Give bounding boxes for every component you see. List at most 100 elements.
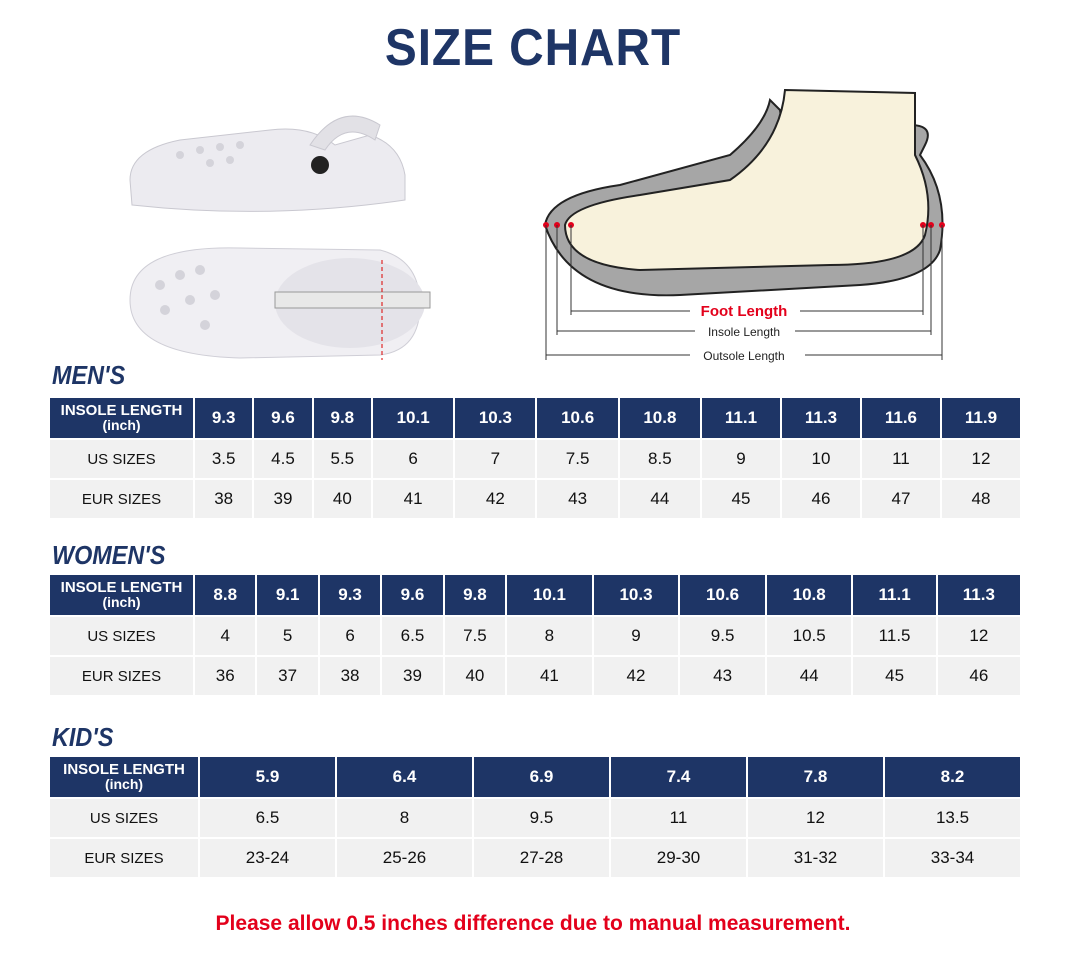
- insole-cell: 7.4: [611, 757, 746, 797]
- measurement-note: Please allow 0.5 inches difference due t…: [215, 912, 851, 935]
- eur-cell: 42: [593, 657, 679, 695]
- insole-cell: 9.6: [254, 398, 312, 438]
- eur-cell: 44: [619, 480, 700, 518]
- insole-cell: 10.3: [455, 398, 536, 438]
- insole-label: INSOLE LENGTH: [63, 761, 185, 778]
- eur-row-label: EUR SIZES: [50, 657, 193, 695]
- insole-row: INSOLE LENGTH (inch) 8.8 9.1 9.3 9.6 9.8 10.1 10…: [50, 575, 1020, 615]
- unit-label: (inch): [102, 594, 141, 610]
- insole-row: INSOLE LENGTH (inch) 5.9 6.4 6.9 7.4 7.8 8.2: [50, 757, 1020, 797]
- us-cell: 5.5: [313, 440, 371, 478]
- eur-cell: 37: [257, 657, 318, 695]
- eur-cell: 23-24: [200, 839, 335, 877]
- us-row: US SIZES 4 5 6 6.5 7.5 8 9 9.5 10.5 11.5 12: [50, 617, 1020, 655]
- insole-cell: 8.8: [195, 575, 256, 615]
- us-cell: 4.5: [254, 440, 312, 478]
- insole-cell: 10.6: [537, 398, 618, 438]
- insole-cell: 9.3: [319, 575, 381, 615]
- us-cell: 12: [748, 799, 883, 837]
- eur-row: EUR SIZES 23-24 25-26 27-28 29-30 31-32 33-34: [50, 839, 1020, 877]
- us-cell: 7.5: [537, 440, 618, 478]
- insole-cell: 7.8: [748, 757, 883, 797]
- womens-section-title: WOMEN'S: [52, 540, 166, 570]
- insole-cell: 9.8: [313, 398, 371, 438]
- us-cell: 12: [941, 440, 1020, 478]
- eur-cell: 46: [937, 657, 1020, 695]
- us-cell: 6.5: [382, 617, 443, 655]
- eur-cell: 40: [313, 480, 371, 518]
- eur-cell: 43: [680, 657, 765, 695]
- insole-cell: 6.9: [474, 757, 609, 797]
- eur-cell: 29-30: [611, 839, 746, 877]
- kids-section-title: KID'S: [52, 722, 114, 752]
- insole-row-label: INSOLE LENGTH (inch): [50, 398, 193, 438]
- us-cell: 13.5: [885, 799, 1020, 837]
- foot-length-label: Foot Length: [701, 303, 788, 320]
- insole-cell: 11.3: [781, 398, 860, 438]
- clog-side-image: [129, 115, 406, 212]
- insole-cell: 9.6: [382, 575, 443, 615]
- insole-cell: 11.9: [941, 398, 1020, 438]
- us-cell: 7: [455, 440, 536, 478]
- us-cell: 4: [195, 617, 256, 655]
- us-cell: 8.5: [619, 440, 700, 478]
- eur-cell: 46: [781, 480, 860, 518]
- us-cell: 8: [337, 799, 472, 837]
- clog-top-measuring-image: [129, 247, 431, 360]
- insole-label: INSOLE LENGTH: [60, 579, 183, 596]
- eur-cell: 33-34: [885, 839, 1020, 877]
- insole-cell: 10.8: [766, 575, 852, 615]
- us-cell: 10: [781, 440, 860, 478]
- eur-cell: 27-28: [474, 839, 609, 877]
- insole-cell: 10.1: [507, 575, 592, 615]
- us-cell: 11: [611, 799, 746, 837]
- us-cell: 5: [257, 617, 318, 655]
- us-row-label: US SIZES: [50, 799, 198, 837]
- us-cell: 6: [372, 440, 454, 478]
- womens-size-table: INSOLE LENGTH (inch) 8.8 9.1 9.3 9.6 9.8 10.1 10…: [48, 573, 1022, 697]
- us-cell: 6: [319, 617, 381, 655]
- insole-cell: 5.9: [200, 757, 335, 797]
- us-cell: 7.5: [444, 617, 506, 655]
- insole-cell: 9.1: [257, 575, 318, 615]
- eur-cell: 41: [507, 657, 592, 695]
- insole-label: INSOLE LENGTH: [60, 402, 183, 419]
- us-cell: 10.5: [766, 617, 852, 655]
- us-cell: 11.5: [853, 617, 936, 655]
- us-cell: 9: [701, 440, 780, 478]
- insole-cell: 10.8: [619, 398, 700, 438]
- unit-label: (inch): [102, 417, 141, 433]
- eur-cell: 40: [444, 657, 506, 695]
- eur-cell: 44: [766, 657, 852, 695]
- us-cell: 11: [861, 440, 940, 478]
- eur-cell: 25-26: [337, 839, 472, 877]
- eur-cell: 31-32: [748, 839, 883, 877]
- us-cell: 9.5: [680, 617, 765, 655]
- insole-cell: 11.1: [701, 398, 780, 438]
- foot-measurement-diagram: Foot Length Insole Length Outsole Length: [543, 88, 945, 364]
- outsole-length-label: Outsole Length: [703, 349, 784, 363]
- eur-cell: 48: [941, 480, 1020, 518]
- insole-cell: 11.1: [853, 575, 936, 615]
- insole-cell: 10.3: [593, 575, 679, 615]
- eur-row: EUR SIZES 36 37 38 39 40 41 42 43 44 45 46: [50, 657, 1020, 695]
- eur-row: EUR SIZES 38 39 40 41 42 43 44 45 46 47 48: [50, 480, 1020, 518]
- us-cell: 9.5: [474, 799, 609, 837]
- unit-label: (inch): [104, 776, 144, 792]
- insole-length-label: Insole Length: [708, 325, 780, 339]
- eur-cell: 38: [319, 657, 381, 695]
- eur-cell: 41: [372, 480, 454, 518]
- us-row: US SIZES 3.5 4.5 5.5 6 7 7.5 8.5 9 10 11 12: [50, 440, 1020, 478]
- insole-row-label: INSOLE LENGTH (inch): [50, 757, 198, 797]
- insole-cell: 6.4: [337, 757, 472, 797]
- us-cell: 3.5: [195, 440, 253, 478]
- us-cell: 12: [937, 617, 1020, 655]
- insole-cell: 10.6: [680, 575, 765, 615]
- insole-cell: 11.3: [937, 575, 1020, 615]
- eur-row-label: EUR SIZES: [50, 839, 198, 877]
- insole-cell: 9.8: [444, 575, 506, 615]
- page-title: SIZE CHART: [384, 19, 682, 77]
- eur-cell: 38: [195, 480, 253, 518]
- insole-row-label: INSOLE LENGTH (inch): [50, 575, 193, 615]
